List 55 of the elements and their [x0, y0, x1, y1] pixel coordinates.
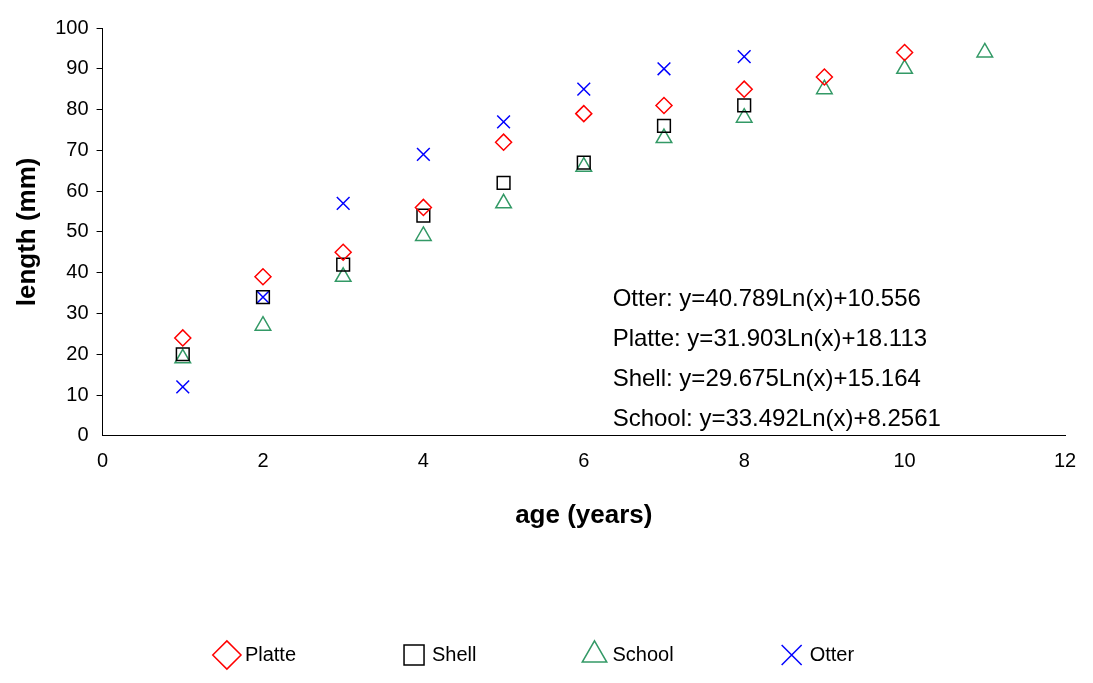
- annotation: Platte: y=31.903Ln(x)+18.113: [612, 323, 928, 351]
- y-tick-label: 70: [66, 137, 89, 160]
- x-tick-label: 10: [893, 449, 916, 472]
- point: [334, 267, 352, 283]
- point: [494, 133, 513, 151]
- y-tick-label: 0: [77, 423, 89, 446]
- point: [655, 128, 673, 144]
- legend-label: Otter: [809, 642, 855, 665]
- point: [416, 147, 431, 162]
- y-tick-label: 100: [55, 15, 89, 38]
- point: [575, 104, 593, 123]
- y-tick-label: 30: [66, 300, 89, 323]
- x-axis-title: age (years): [515, 498, 653, 529]
- annotation: School: y=33.492Ln(x)+8.2561: [612, 403, 941, 431]
- y-tick-label: 50: [66, 219, 89, 242]
- y-tick-label: 80: [66, 97, 89, 120]
- legend-label: School: [612, 642, 674, 665]
- point: [737, 98, 752, 113]
- point: [655, 96, 673, 115]
- point: [656, 118, 672, 133]
- annotation: Shell: y=29.675Ln(x)+15.164: [612, 363, 921, 391]
- point: [496, 114, 511, 129]
- point: [815, 79, 833, 95]
- x-tick-label: 2: [257, 449, 269, 472]
- point: [737, 49, 752, 64]
- legend-label: Shell: [432, 642, 477, 665]
- point: [336, 257, 351, 272]
- annotation: Otter: y=40.789Ln(x)+10.556: [612, 283, 921, 311]
- point: [175, 379, 190, 394]
- point: [656, 61, 672, 76]
- point: [174, 329, 192, 347]
- x-tick-label: 8: [738, 449, 750, 472]
- point: [735, 80, 753, 98]
- legend-label: Platte: [244, 642, 297, 665]
- point: [254, 268, 272, 286]
- y-tick-label: 60: [66, 178, 89, 201]
- point: [895, 43, 914, 62]
- point: [416, 208, 431, 223]
- point: [414, 198, 433, 217]
- point: [815, 68, 834, 86]
- point: [336, 196, 351, 211]
- x-tick-label: 4: [417, 449, 429, 472]
- y-tick-label: 20: [66, 341, 89, 364]
- y-tick-label: 90: [66, 56, 89, 79]
- point: [496, 175, 511, 191]
- y-axis-title: length (mm): [10, 157, 41, 307]
- x-tick-label: 0: [97, 449, 109, 472]
- point: [334, 243, 352, 262]
- point: [576, 82, 591, 97]
- point: [896, 59, 914, 75]
- x-tick-label: 12: [1053, 449, 1077, 472]
- y-tick-label: 40: [66, 260, 89, 283]
- y-tick-label: 10: [66, 382, 89, 405]
- point: [414, 226, 432, 242]
- x-tick-label: 6: [578, 449, 590, 472]
